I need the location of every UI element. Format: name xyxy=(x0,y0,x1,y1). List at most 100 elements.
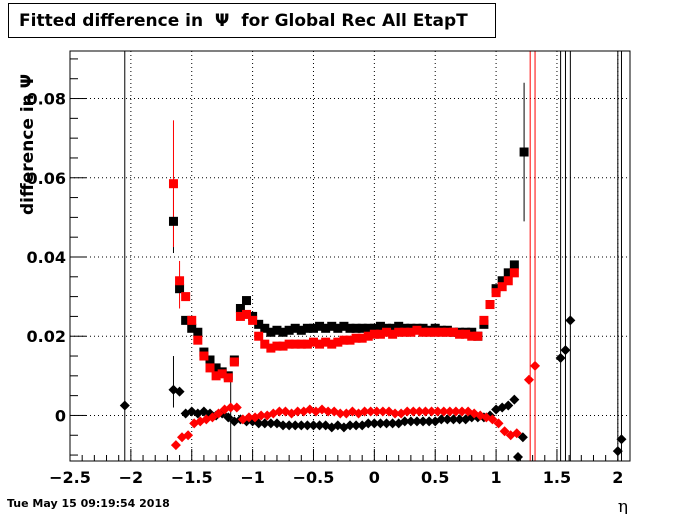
square-marker xyxy=(351,333,361,343)
square-marker xyxy=(406,327,416,337)
diamond-marker xyxy=(278,420,289,431)
diamond-marker xyxy=(411,416,422,427)
square-marker xyxy=(290,323,300,333)
square-marker xyxy=(388,329,398,339)
square-marker xyxy=(181,315,191,325)
diamond-marker xyxy=(170,440,181,451)
diamond-marker xyxy=(223,412,234,423)
axis-ticks xyxy=(69,58,631,461)
diamond-marker xyxy=(213,408,224,419)
square-marker xyxy=(315,321,325,331)
diamond-marker xyxy=(292,406,303,417)
chart-title: Fitted difference in Ψ for Global Rec Al… xyxy=(8,3,496,38)
diamond-marker xyxy=(225,402,236,413)
square-marker xyxy=(436,327,446,337)
x-axis-label: η xyxy=(618,497,628,514)
diamond-marker xyxy=(517,432,528,443)
diamond-marker xyxy=(207,412,218,423)
square-marker xyxy=(290,339,300,349)
x-tick-label: 0.5 xyxy=(421,468,449,487)
square-marker xyxy=(351,323,361,333)
diamond-marker xyxy=(530,360,541,371)
diamond-marker xyxy=(365,406,376,417)
square-marker xyxy=(339,321,349,331)
square-marker xyxy=(491,288,501,298)
square-marker xyxy=(400,327,410,337)
x-tick-label: 1 xyxy=(491,468,502,487)
square-marker xyxy=(503,268,513,278)
square-marker xyxy=(363,323,373,333)
square-marker xyxy=(394,327,404,337)
diamond-marker xyxy=(314,420,325,431)
square-marker xyxy=(272,325,282,335)
square-marker xyxy=(308,337,318,347)
diamond-marker xyxy=(250,412,261,423)
diamond-marker xyxy=(565,315,576,326)
square-marker xyxy=(168,216,178,226)
diamond-marker xyxy=(432,406,443,417)
square-marker xyxy=(327,339,337,349)
y-tick-label: 0.02 xyxy=(27,327,66,346)
diamond-marker xyxy=(296,420,307,431)
plot-frame xyxy=(69,50,631,462)
diamond-marker xyxy=(265,418,276,429)
square-marker xyxy=(424,327,434,337)
square-marker xyxy=(284,325,294,335)
square-marker xyxy=(473,331,483,341)
error-bars xyxy=(124,51,622,461)
diamond-marker xyxy=(420,406,431,417)
square-marker xyxy=(315,339,325,349)
diamond-marker xyxy=(493,418,504,429)
square-marker xyxy=(375,329,385,339)
diamond-marker xyxy=(450,406,461,417)
square-marker xyxy=(168,179,178,189)
diamond-marker xyxy=(454,414,465,425)
square-marker xyxy=(442,327,452,337)
square-marker xyxy=(211,371,221,381)
diamond-marker xyxy=(174,386,185,397)
square-marker xyxy=(394,321,404,331)
square-marker xyxy=(430,327,440,337)
square-marker xyxy=(235,303,245,313)
square-marker xyxy=(175,284,185,294)
square-marker xyxy=(418,327,428,337)
series-1 xyxy=(168,147,529,381)
y-axis-label: difference in Ψ xyxy=(18,74,38,215)
square-marker xyxy=(296,339,306,349)
diamond-marker xyxy=(505,430,516,441)
diamond-marker xyxy=(414,406,425,417)
diamond-marker xyxy=(616,434,627,445)
square-marker xyxy=(519,147,529,157)
square-marker xyxy=(254,319,264,329)
square-marker xyxy=(242,309,252,319)
square-marker xyxy=(363,331,373,341)
diamond-marker xyxy=(256,410,267,421)
diamond-marker xyxy=(231,402,242,413)
square-marker xyxy=(193,327,203,337)
x-tick-label: −0.5 xyxy=(293,468,335,487)
grid-lines xyxy=(70,51,630,461)
square-marker xyxy=(357,323,367,333)
diamond-marker xyxy=(402,406,413,417)
square-marker xyxy=(509,260,519,270)
x-tick-labels: −2.5 −2 −1.5 −1 −0.5 0 0.5 1 1.5 2 xyxy=(49,468,623,487)
square-marker xyxy=(461,329,471,339)
square-marker xyxy=(205,363,215,373)
square-marker xyxy=(302,323,312,333)
square-marker xyxy=(382,327,392,337)
square-marker xyxy=(296,325,306,335)
diamond-marker xyxy=(509,394,520,405)
square-marker xyxy=(278,327,288,337)
diamond-marker xyxy=(448,414,459,425)
square-marker xyxy=(187,315,197,325)
square-marker xyxy=(272,341,282,351)
diamond-marker xyxy=(499,426,510,437)
square-marker xyxy=(345,323,355,333)
square-marker xyxy=(388,323,398,333)
square-marker xyxy=(497,282,507,292)
square-marker xyxy=(509,268,519,278)
x-tick-label: −1.5 xyxy=(171,468,213,487)
series-3 xyxy=(119,315,627,463)
series-2 xyxy=(168,179,519,383)
diamond-marker xyxy=(405,416,416,427)
